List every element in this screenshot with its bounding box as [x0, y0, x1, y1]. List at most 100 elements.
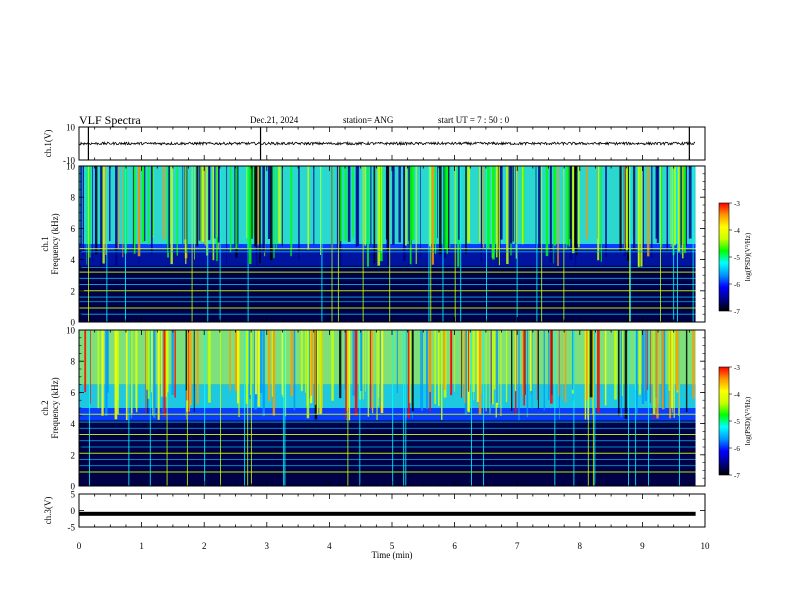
spectrogram-streak	[604, 330, 607, 406]
spectrogram-streak	[147, 330, 150, 399]
spectrogram-streak	[161, 330, 164, 397]
spectrogram-streak	[518, 330, 520, 421]
spectrogram-streak	[346, 330, 348, 411]
spectrogram-streak	[585, 166, 588, 239]
spectrogram-empty	[695, 166, 705, 322]
spectrogram-streak	[619, 166, 622, 251]
spectrogram-streak	[392, 166, 395, 245]
spectrogram-streak	[80, 166, 82, 253]
spectrogram-streak	[94, 166, 98, 255]
spectrogram-streak	[196, 330, 199, 405]
spectrogram-streak	[246, 166, 248, 239]
spectrogram-streak	[473, 330, 475, 401]
y-tick-label: 10	[66, 326, 76, 336]
spectrogram-streak	[426, 330, 429, 409]
spectrogram-streak	[109, 166, 111, 242]
spectrogram-streak	[649, 330, 651, 403]
spectrogram-streak	[234, 166, 236, 247]
spectrogram-streak	[278, 166, 281, 244]
colorbar-tick-label: -7	[734, 472, 740, 480]
spectrogram-streak	[597, 330, 600, 413]
spectrogram-streak	[661, 330, 665, 410]
colorbar-ch1	[718, 202, 730, 312]
spectrogram-streak	[199, 166, 201, 244]
spectrogram-streak	[340, 166, 343, 242]
spectrogram-streak	[145, 330, 147, 413]
spectrogram-streak	[193, 330, 195, 412]
spectrogram-streak	[428, 330, 432, 392]
spectrogram-streak	[496, 166, 498, 258]
spectrogram-streak	[157, 330, 160, 420]
spectrogram-streak	[101, 330, 104, 416]
spectrogram-streak	[345, 330, 347, 420]
spectrogram-streak	[254, 166, 257, 247]
spectrogram-streak	[479, 166, 481, 243]
spectrogram-streak	[428, 166, 431, 247]
spectrogram-streak	[115, 166, 118, 268]
spectrogram-streak	[217, 166, 221, 243]
spectrogram-streak	[654, 330, 658, 398]
x-tick-label: 1	[139, 541, 144, 551]
spectrogram-streak	[353, 166, 354, 239]
spectrogram-streak	[116, 330, 119, 415]
spectrogram-streak	[306, 330, 310, 419]
spectrogram-streak	[141, 166, 145, 243]
y-tick-label: 0	[71, 506, 76, 516]
spectrogram-streak	[256, 166, 260, 245]
spectrogram-streak	[491, 330, 492, 404]
spectrogram-streak	[431, 166, 434, 265]
spectrogram-streak	[82, 166, 85, 256]
spectrogram-streak	[376, 330, 378, 420]
spectrogram-streak	[647, 330, 649, 390]
spectrogram-streak	[438, 330, 440, 404]
spectrogram-streak	[661, 166, 663, 248]
spectrogram-streak	[84, 330, 87, 392]
x-tick-label: 0	[77, 541, 82, 551]
spectrogram-streak	[310, 330, 314, 396]
spectrogram-streak	[257, 330, 260, 407]
spectrogram-band	[79, 384, 696, 408]
spectrogram-streak	[144, 166, 146, 242]
spectrogram-streak	[259, 166, 261, 264]
spectrogram-streak	[624, 330, 628, 419]
spectrogram-streak	[167, 166, 169, 258]
spectrogram-streak	[575, 166, 578, 255]
spectrogram-streak	[647, 166, 650, 257]
x-tick-label: 3	[265, 541, 270, 551]
spectrogram-streak	[411, 166, 415, 240]
spectrogram-streak	[535, 166, 537, 249]
spectrogram-streak	[405, 166, 407, 246]
spectrogram-streak	[454, 330, 456, 392]
spectrogram-streak	[256, 166, 258, 266]
station-label: station= ANG	[343, 115, 394, 125]
spectrogram-streak	[614, 330, 617, 400]
spectrogram-streak	[569, 166, 572, 239]
spectrogram-streak	[271, 330, 273, 397]
spectrogram-streak	[633, 166, 636, 252]
spectrogram-streak	[548, 330, 550, 401]
spectrogram-streak	[538, 166, 541, 252]
spectrogram-streak	[543, 330, 545, 411]
colorbar-tick-label: -3	[734, 200, 740, 208]
spectrogram-streak	[133, 166, 136, 254]
spectrogram-streak	[398, 166, 401, 243]
spectrogram-streak	[314, 330, 317, 405]
spectrogram-streak	[347, 166, 351, 242]
spectrogram-streak	[319, 330, 322, 414]
y-tick-label: 6	[71, 388, 76, 398]
spectrogram-streak	[272, 330, 276, 416]
spectrogram-streak	[521, 166, 524, 245]
spectrogram-streak	[364, 330, 366, 392]
spectrogram-streak	[146, 330, 148, 390]
spectrogram-streak	[673, 166, 676, 246]
spectrogram-streak	[260, 330, 263, 393]
spectrogram-streak	[251, 166, 253, 239]
spectrogram-streak	[377, 166, 381, 266]
spectrogram-streak	[313, 166, 315, 245]
spectrogram-streak	[122, 166, 124, 258]
x-tick-label: 5	[390, 541, 395, 551]
spectrogram-streak	[355, 166, 358, 247]
spectrogram-streak	[507, 166, 510, 259]
